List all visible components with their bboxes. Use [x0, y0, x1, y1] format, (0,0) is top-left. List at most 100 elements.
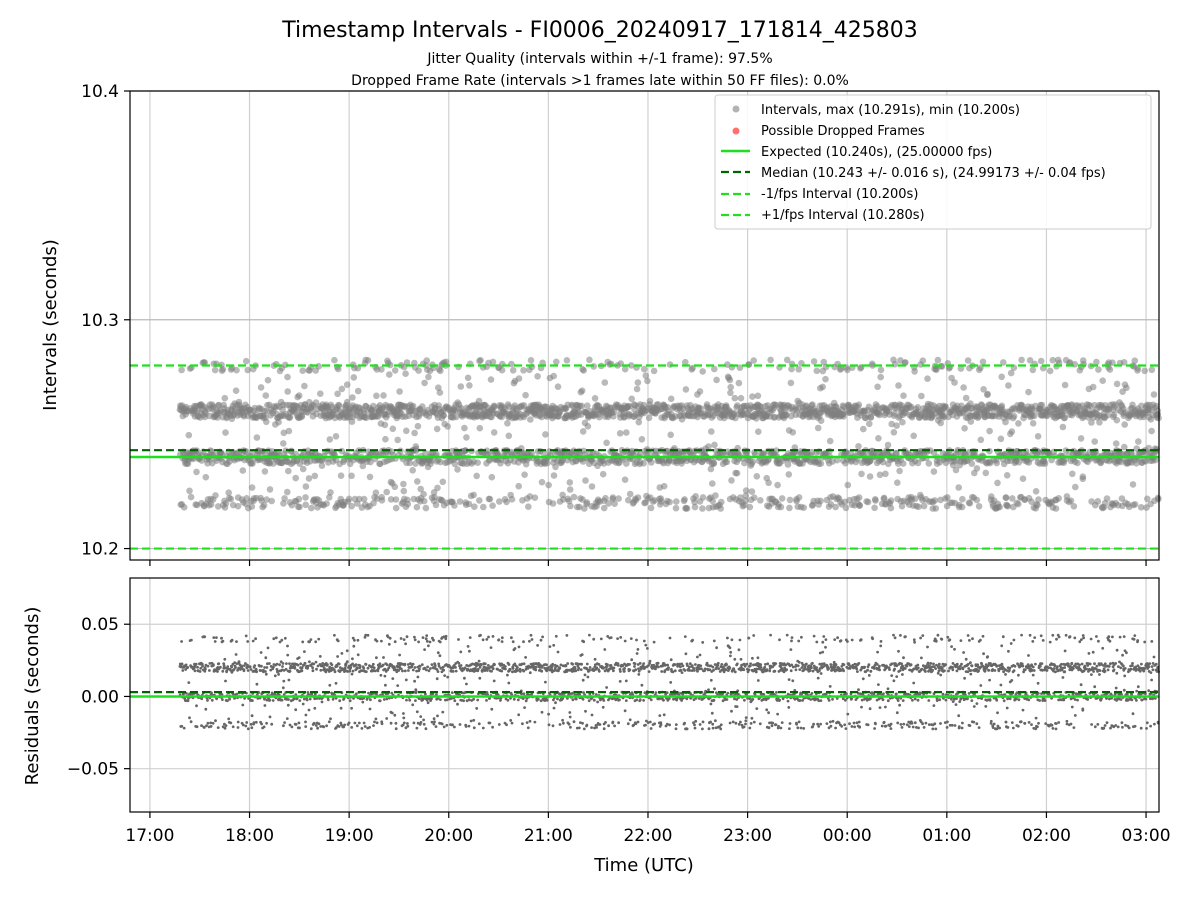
- interval-point: [749, 458, 757, 466]
- residual-point: [513, 647, 517, 650]
- interval-point: [638, 436, 646, 443]
- residual-point: [571, 662, 574, 666]
- interval-point: [543, 459, 551, 467]
- interval-point: [855, 494, 863, 501]
- interval-point: [736, 364, 744, 372]
- residual-point: [208, 662, 212, 665]
- residual-point: [402, 712, 405, 715]
- residual-point: [508, 667, 512, 671]
- interval-point: [633, 385, 641, 393]
- residual-point: [529, 633, 533, 637]
- residual-point: [244, 724, 248, 728]
- interval-point: [877, 373, 884, 381]
- residual-point: [203, 635, 207, 639]
- interval-point: [193, 468, 200, 476]
- interval-point: [1034, 501, 1041, 509]
- residual-point: [248, 665, 252, 669]
- interval-point: [711, 441, 718, 449]
- residual-point: [339, 706, 343, 710]
- interval-point: [621, 365, 629, 373]
- residual-point: [244, 662, 247, 665]
- residual-point: [545, 663, 548, 667]
- residual-point: [528, 719, 532, 723]
- interval-point: [222, 500, 230, 507]
- residual-point: [254, 667, 258, 671]
- interval-point: [667, 395, 675, 403]
- interval-point: [242, 357, 250, 365]
- interval-point: [699, 505, 706, 512]
- interval-point: [931, 497, 939, 504]
- interval-point: [1009, 495, 1016, 502]
- interval-point: [520, 367, 527, 374]
- residual-point: [467, 698, 471, 702]
- interval-point: [412, 445, 420, 453]
- interval-point: [545, 481, 552, 489]
- residual-point: [271, 699, 275, 702]
- residual-point: [209, 721, 213, 725]
- interval-point: [692, 493, 699, 500]
- interval-point: [222, 429, 229, 436]
- interval-point: [580, 367, 587, 374]
- residual-point: [585, 723, 589, 727]
- residual-point: [503, 665, 507, 668]
- interval-point: [396, 388, 403, 395]
- interval-point: [451, 460, 459, 468]
- interval-point: [918, 392, 925, 400]
- residual-point: [466, 645, 470, 648]
- interval-point: [464, 374, 472, 382]
- legend-label-median: Median (10.243 +/- 0.016 s), (24.99173 +…: [761, 166, 1106, 181]
- interval-point: [284, 373, 291, 381]
- residual-point: [598, 723, 602, 726]
- residual-point: [299, 662, 303, 666]
- interval-point: [625, 496, 632, 504]
- residual-point: [454, 669, 458, 673]
- residual-point: [244, 634, 248, 638]
- residual-point: [320, 700, 324, 704]
- interval-point: [984, 390, 991, 398]
- interval-point: [1046, 367, 1054, 375]
- residual-point: [561, 697, 565, 700]
- residual-point: [380, 722, 384, 726]
- interval-point: [667, 431, 674, 439]
- residual-point: [369, 698, 372, 702]
- interval-point: [1121, 421, 1128, 428]
- residual-point: [528, 671, 532, 675]
- interval-point: [323, 500, 330, 507]
- residual-point: [504, 667, 507, 671]
- interval-point: [933, 366, 940, 374]
- residual-point: [242, 669, 246, 673]
- residual-point: [417, 697, 421, 700]
- residual-point: [180, 640, 184, 643]
- residual-point: [336, 655, 339, 658]
- interval-point: [359, 462, 367, 470]
- interval-point: [350, 374, 358, 381]
- residual-point: [307, 708, 311, 712]
- residual-point: [356, 653, 360, 657]
- interval-point: [783, 356, 791, 364]
- interval-point: [487, 376, 495, 383]
- interval-point: [475, 397, 483, 405]
- residual-point: [541, 635, 544, 639]
- residual-point: [616, 637, 619, 640]
- residual-point: [232, 668, 236, 671]
- residual-point: [340, 652, 344, 655]
- interval-point: [1038, 401, 1046, 409]
- residual-point: [279, 660, 283, 664]
- legend-marker-intervals: [732, 105, 740, 113]
- interval-point: [765, 479, 772, 487]
- residual-point: [254, 720, 258, 724]
- interval-point: [491, 403, 498, 410]
- residual-point: [444, 637, 448, 641]
- interval-point: [641, 365, 648, 373]
- residual-point: [229, 721, 233, 725]
- interval-point: [1079, 475, 1087, 483]
- residual-point: [250, 714, 254, 718]
- interval-point: [335, 402, 343, 409]
- interval-point: [187, 493, 195, 501]
- residual-point: [582, 691, 585, 694]
- residual-point: [481, 726, 485, 730]
- interval-point: [302, 501, 310, 509]
- interval-point: [286, 413, 294, 421]
- interval-point: [423, 357, 431, 364]
- residual-point: [281, 665, 284, 668]
